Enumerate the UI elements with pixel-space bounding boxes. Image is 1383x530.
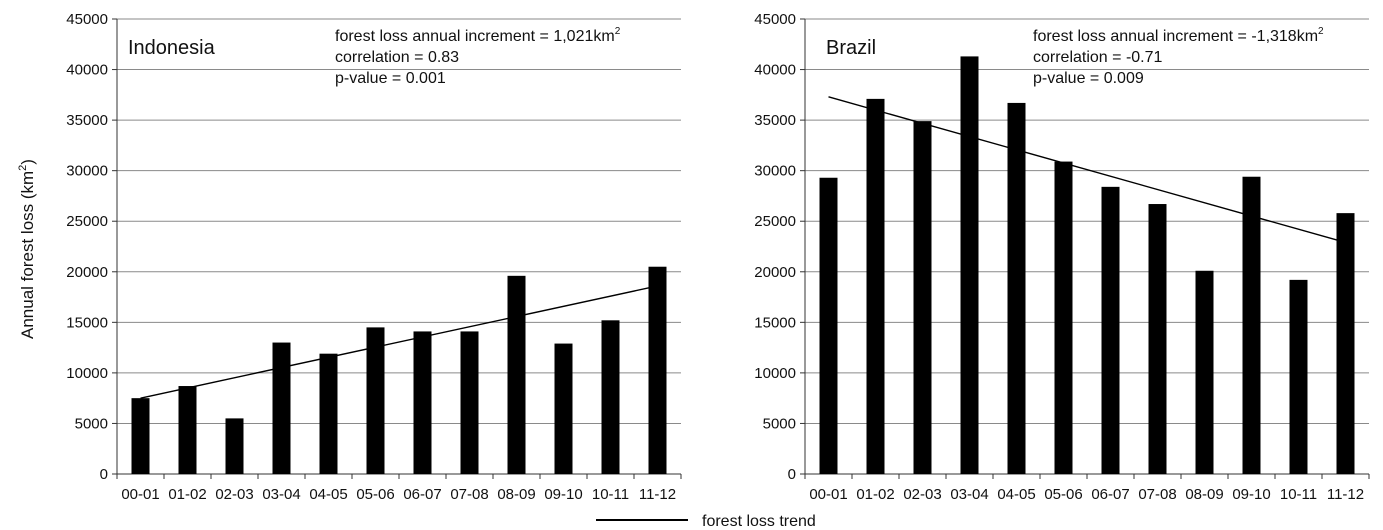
x-tick-label: 10-11 bbox=[1280, 486, 1317, 503]
legend: forest loss trend bbox=[596, 513, 816, 530]
country-title: Indonesia bbox=[128, 37, 216, 59]
annotation-text: forest loss annual increment = 1,021km bbox=[335, 28, 615, 45]
bar-02-03 bbox=[914, 121, 932, 474]
annotation-text: p-value = 0.009 bbox=[1033, 70, 1144, 87]
annotation-text: correlation = 0.83 bbox=[335, 49, 459, 66]
legend-trend-label: forest loss trend bbox=[702, 513, 816, 530]
annotation-line: p-value = 0.009 bbox=[1033, 70, 1144, 87]
x-tick-label: 04-05 bbox=[309, 486, 347, 503]
y-tick-label: 10000 bbox=[66, 365, 108, 382]
annotation-text: correlation = -0.71 bbox=[1033, 49, 1163, 66]
bar-03-04 bbox=[273, 343, 291, 474]
annotation-line: correlation = -0.71 bbox=[1033, 49, 1163, 66]
x-tick-label: 09-10 bbox=[544, 486, 582, 503]
indonesia-panel: 0 5000 10000 15000 20000 25000 30000 35000 40000… bbox=[66, 11, 681, 503]
bar-01-02 bbox=[867, 99, 885, 474]
bar-04-05 bbox=[1008, 103, 1026, 474]
y-tick-label: 15000 bbox=[754, 314, 796, 331]
y-tick-label: 0 bbox=[788, 466, 796, 483]
annotation-sup: 2 bbox=[1318, 26, 1324, 37]
annotation-line: correlation = 0.83 bbox=[335, 49, 459, 66]
y-tick-label: 10000 bbox=[754, 365, 796, 382]
x-tick-label: 11-12 bbox=[1327, 486, 1364, 503]
x-tick-label: 03-04 bbox=[950, 486, 988, 503]
y-axis-label: Annual forest loss (km2) bbox=[17, 159, 37, 339]
y-tick-label: 20000 bbox=[754, 264, 796, 281]
bar-07-08 bbox=[1149, 204, 1167, 474]
y-tick-label: 40000 bbox=[754, 62, 796, 79]
x-tick-label: 10-11 bbox=[592, 486, 629, 503]
bar-09-10 bbox=[555, 344, 573, 474]
y-tick-label: 15000 bbox=[66, 314, 108, 331]
y-axis-label-suffix: ) bbox=[18, 159, 37, 165]
trend-line bbox=[141, 286, 658, 398]
x-tick-label: 07-08 bbox=[450, 486, 488, 503]
x-tick-label: 07-08 bbox=[1138, 486, 1176, 503]
brazil-panel: 0 5000 10000 15000 20000 25000 30000 35000 40000… bbox=[754, 11, 1369, 503]
bar-04-05 bbox=[320, 354, 338, 474]
bar-02-03 bbox=[226, 418, 244, 474]
trend-line bbox=[829, 97, 1346, 243]
x-tick-label: 05-06 bbox=[356, 486, 394, 503]
bar-08-09 bbox=[1196, 271, 1214, 474]
bar-09-10 bbox=[1243, 177, 1261, 474]
bar-10-11 bbox=[602, 320, 620, 474]
x-tick-label: 03-04 bbox=[262, 486, 300, 503]
y-tick-label: 0 bbox=[100, 466, 108, 483]
x-tick-label: 04-05 bbox=[997, 486, 1035, 503]
x-tick-label: 05-06 bbox=[1044, 486, 1082, 503]
annotation-line: forest loss annual increment = 1,021km2 bbox=[335, 26, 621, 45]
bar-07-08 bbox=[461, 331, 479, 474]
y-axis-label-text: Annual forest loss (km bbox=[18, 171, 37, 339]
x-tick-label: 06-07 bbox=[1091, 486, 1129, 503]
bar-01-02 bbox=[179, 386, 197, 474]
x-tick-label: 00-01 bbox=[121, 486, 159, 503]
bar-00-01 bbox=[820, 178, 838, 474]
annotation-line: forest loss annual increment = -1,318km2 bbox=[1033, 26, 1324, 45]
x-tick-label: 02-03 bbox=[903, 486, 941, 503]
y-tick-label: 25000 bbox=[754, 213, 796, 230]
y-tick-label: 30000 bbox=[66, 163, 108, 180]
bar-11-12 bbox=[1337, 213, 1355, 474]
y-tick-label: 5000 bbox=[75, 415, 108, 432]
country-title: Brazil bbox=[826, 37, 876, 59]
y-tick-label: 30000 bbox=[754, 163, 796, 180]
bar-05-06 bbox=[367, 327, 385, 474]
annotation-sup: 2 bbox=[615, 26, 621, 37]
y-tick-label: 35000 bbox=[754, 112, 796, 129]
y-tick-label: 5000 bbox=[763, 415, 796, 432]
annotation-text: forest loss annual increment = -1,318km bbox=[1033, 28, 1318, 45]
x-tick-label: 11-12 bbox=[639, 486, 676, 503]
y-tick-label: 45000 bbox=[754, 11, 796, 28]
x-tick-label: 08-09 bbox=[1185, 486, 1223, 503]
bar-06-07 bbox=[414, 331, 432, 474]
bar-08-09 bbox=[508, 276, 526, 474]
bar-00-01 bbox=[132, 398, 150, 474]
x-tick-label: 02-03 bbox=[215, 486, 253, 503]
y-tick-label: 35000 bbox=[66, 112, 108, 129]
x-tick-label: 08-09 bbox=[497, 486, 535, 503]
bar-05-06 bbox=[1055, 162, 1073, 474]
annotation-text: p-value = 0.001 bbox=[335, 70, 446, 87]
y-tick-label: 20000 bbox=[66, 264, 108, 281]
x-tick-label: 06-07 bbox=[403, 486, 441, 503]
bar-03-04 bbox=[961, 56, 979, 474]
annotation-line: p-value = 0.001 bbox=[335, 70, 446, 87]
y-tick-label: 45000 bbox=[66, 11, 108, 28]
x-tick-label: 00-01 bbox=[809, 486, 847, 503]
y-tick-label: 40000 bbox=[66, 62, 108, 79]
bar-06-07 bbox=[1102, 187, 1120, 474]
bar-11-12 bbox=[649, 267, 667, 474]
x-tick-label: 01-02 bbox=[168, 486, 206, 503]
y-tick-label: 25000 bbox=[66, 213, 108, 230]
x-tick-label: 09-10 bbox=[1232, 486, 1270, 503]
x-tick-label: 01-02 bbox=[856, 486, 894, 503]
bar-10-11 bbox=[1290, 280, 1308, 474]
